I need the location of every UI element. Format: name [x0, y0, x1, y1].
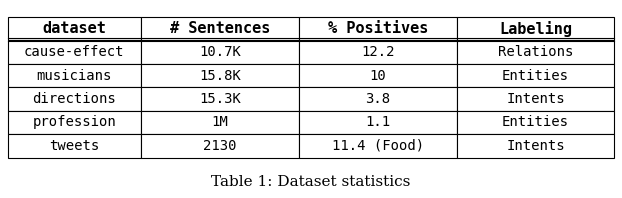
Text: Table 1: Dataset statistics: Table 1: Dataset statistics [211, 175, 411, 189]
